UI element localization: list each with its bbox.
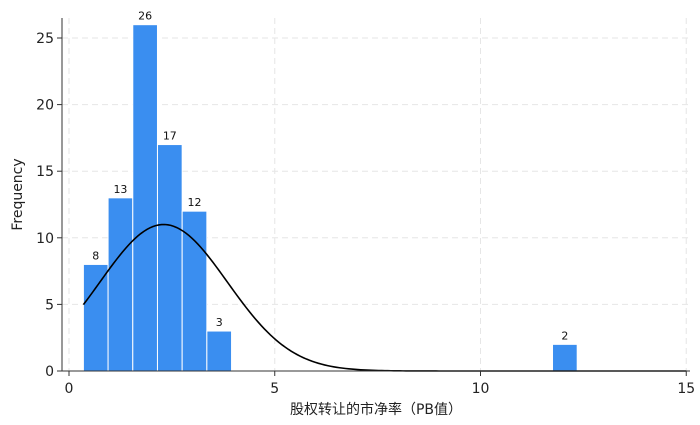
axes: 0 5 10 15 20 25 0 5 10 15 (36, 18, 695, 397)
bars (82, 24, 578, 372)
y-tick-label: 15 (36, 164, 54, 180)
bar (206, 330, 233, 372)
bar (107, 197, 134, 372)
y-axis-title: Frequency (10, 158, 26, 230)
bar (181, 210, 208, 372)
y-tick-label: 10 (36, 231, 54, 247)
x-tick-label: 15 (677, 381, 695, 397)
bar-data-label: 17 (163, 130, 177, 143)
y-tick-label: 20 (36, 98, 54, 114)
x-tick-label: 5 (270, 381, 279, 397)
bar-data-label: 12 (188, 196, 202, 209)
y-tick-label: 5 (45, 297, 54, 313)
bar (82, 263, 109, 372)
bar-data-label: 8 (92, 249, 99, 262)
x-axis-title: 股权转让的市净率（PB值） (290, 401, 462, 418)
bar-data-label: 3 (216, 316, 223, 329)
data-labels: 8 13 26 17 12 3 2 (92, 10, 568, 343)
x-tick-label: 0 (65, 381, 74, 397)
bar (132, 24, 158, 372)
y-tick-label: 0 (45, 364, 54, 380)
x-tick-label: 10 (472, 381, 490, 397)
bar (552, 343, 578, 372)
bar-data-label: 26 (138, 10, 152, 23)
bar-data-label: 2 (561, 329, 568, 342)
y-tick-label: 25 (36, 31, 54, 47)
bar-data-label: 13 (113, 183, 127, 196)
bar (156, 144, 183, 372)
